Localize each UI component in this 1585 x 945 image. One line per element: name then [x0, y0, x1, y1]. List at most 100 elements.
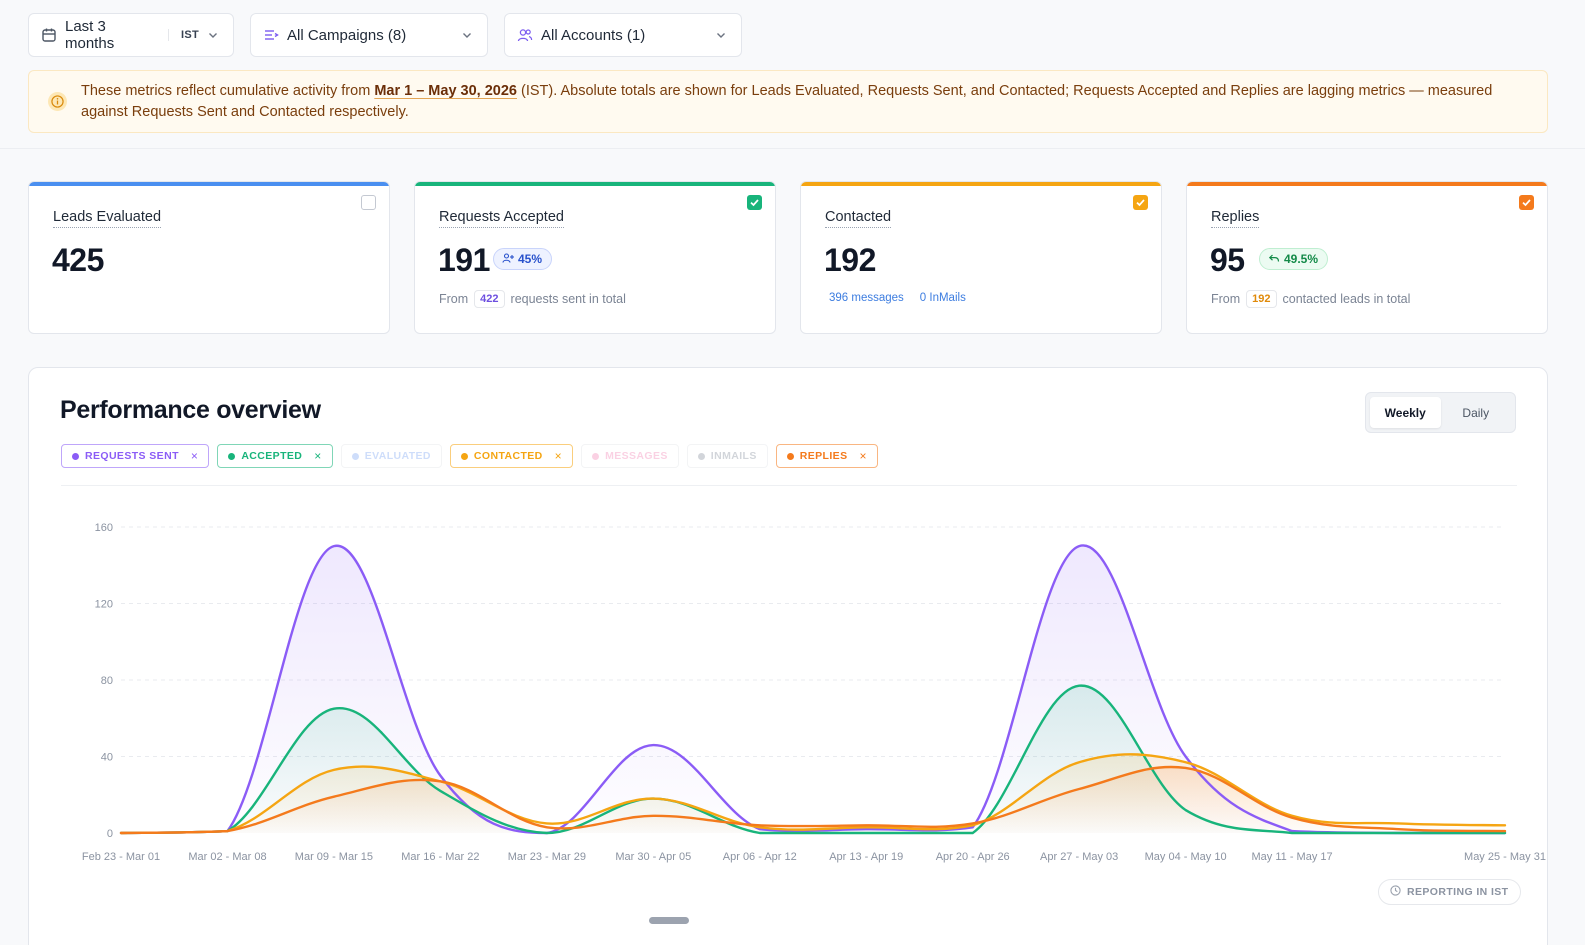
card-value: 191 — [438, 242, 490, 278]
legend-item-accepted[interactable]: ACCEPTED × — [217, 444, 333, 468]
sub-prefix: From — [439, 292, 469, 306]
sub-prefix: From — [1211, 292, 1241, 306]
card-accent-bar — [1187, 182, 1547, 186]
accounts-filter[interactable]: All Accounts (1) — [504, 13, 742, 57]
chevron-down-icon — [715, 29, 727, 41]
x-tick-label: Mar 09 - Mar 15 — [295, 851, 373, 863]
series-line-contacted[interactable] — [119, 753, 1507, 835]
legend-label: MESSAGES — [605, 450, 668, 462]
campaigns-filter[interactable]: All Campaigns (8) — [250, 13, 488, 57]
card-value: 192 — [824, 242, 876, 278]
campaigns-label: All Campaigns (8) — [287, 26, 407, 44]
card-accent-bar — [801, 182, 1161, 186]
performance-panel: Performance overview Weekly Daily REQUES… — [28, 367, 1548, 945]
card-accent-bar — [415, 182, 775, 186]
acceptance-rate-badge: 45% — [493, 248, 553, 270]
reply-rate-badge: 49.5% — [1259, 248, 1329, 270]
performance-chart: 0 40 80 120 160 Feb 23 - Mar 01 Mar 02 - Mar 0… — [82, 522, 1546, 863]
card-value: 425 — [52, 242, 104, 278]
legend-item-replies[interactable]: REPLIES × — [775, 444, 878, 468]
notice-date-range: Mar 1 – May 30, 2026 — [374, 83, 517, 99]
legend-item-messages[interactable]: MESSAGES — [581, 444, 679, 468]
legend-dot — [697, 452, 705, 460]
x-tick-label: Mar 02 - Mar 08 — [188, 851, 266, 863]
close-icon[interactable]: × — [190, 449, 199, 463]
series-legend: REQUESTS SENT × ACCEPTED × EVALUATED CONTACTE… — [61, 444, 878, 468]
legend-label: CONTACTED — [473, 450, 543, 462]
badge-value: 49.5% — [1284, 252, 1319, 266]
granularity-toggle: Weekly Daily — [1365, 392, 1516, 433]
legend-dot — [460, 452, 468, 460]
legend-dot — [786, 452, 794, 460]
y-tick-label: 0 — [107, 828, 113, 840]
calendar-icon — [41, 27, 57, 43]
chevron-down-icon — [207, 29, 219, 41]
requests-sent-chip: 422 — [474, 290, 505, 308]
user-plus-icon — [502, 252, 514, 267]
legend-item-requests-sent[interactable]: REQUESTS SENT × — [61, 444, 210, 468]
card-subtext: From 192 contacted leads in total — [1211, 290, 1410, 308]
x-tick-label: Feb 23 - Mar 01 — [82, 851, 160, 863]
x-tick-label: Mar 16 - Mar 22 — [401, 851, 479, 863]
legend-dot — [228, 452, 236, 460]
accounts-label: All Accounts (1) — [541, 26, 646, 44]
filter-bar: Last 3 months IST All Campaigns (8) All … — [28, 13, 742, 57]
legend-item-contacted[interactable]: CONTACTED × — [449, 444, 574, 468]
legend-label: EVALUATED — [364, 450, 431, 462]
timezone-label: IST — [167, 29, 199, 41]
series-checkbox[interactable] — [1519, 195, 1534, 210]
card-label: Requests Accepted — [439, 209, 564, 228]
card-subtext: From 422 requests sent in total — [439, 290, 626, 308]
resize-handle[interactable] — [649, 917, 689, 924]
reporting-badge: REPORTING IN IST — [1378, 879, 1521, 905]
series-line-requests-sent[interactable] — [119, 544, 1507, 835]
users-icon — [517, 27, 533, 43]
card-contacted: Contacted 192 396 messages 0 InMails — [800, 181, 1162, 334]
sub-suffix: requests sent in total — [510, 292, 626, 306]
legend-dot — [72, 452, 79, 460]
card-label: Replies — [1211, 209, 1260, 228]
date-range-filter[interactable]: Last 3 months IST — [28, 13, 234, 57]
toggle-daily[interactable]: Daily — [1462, 405, 1490, 420]
legend-item-inmails[interactable]: INMAILS — [686, 444, 768, 468]
close-icon[interactable]: × — [314, 449, 322, 463]
metrics-notice: These metrics reflect cumulative activit… — [28, 70, 1548, 133]
series-line-replies[interactable] — [119, 765, 1507, 835]
legend-label: INMAILS — [710, 450, 757, 462]
x-tick-label: Mar 23 - Mar 29 — [508, 851, 586, 863]
close-icon[interactable]: × — [554, 449, 563, 463]
series-checkbox[interactable] — [361, 195, 376, 210]
legend-label: REPLIES — [799, 450, 848, 462]
badge-value: 45% — [518, 252, 543, 266]
series-checkbox[interactable] — [747, 195, 762, 210]
x-tick-label: May 04 - May 10 — [1145, 851, 1227, 863]
messages-count: 396 messages — [829, 292, 904, 304]
legend-label: ACCEPTED — [241, 450, 303, 462]
notice-suffix: (IST). Absolute totals are shown for Lea… — [81, 83, 1493, 120]
campaign-list-icon — [263, 27, 279, 43]
x-tick-label: Mar 30 - Apr 05 — [615, 851, 691, 863]
info-icon — [48, 92, 67, 111]
contacted-chip: 192 — [1246, 290, 1277, 308]
legend-label: REQUESTS SENT — [85, 450, 179, 462]
y-tick-label: 40 — [101, 752, 113, 764]
x-tick-label: May 11 - May 17 — [1252, 851, 1333, 863]
toggle-weekly[interactable]: Weekly — [1370, 397, 1441, 428]
legend-item-evaluated[interactable]: EVALUATED — [340, 444, 442, 468]
area-replies — [121, 766, 1505, 833]
x-tick-label: Apr 27 - May 03 — [1040, 851, 1118, 863]
x-tick-label: Apr 13 - Apr 19 — [829, 851, 903, 863]
close-icon[interactable]: × — [859, 449, 867, 463]
section-divider — [0, 148, 1585, 149]
x-tick-label: Apr 20 - Apr 26 — [936, 851, 1010, 863]
legend-divider — [61, 485, 1517, 486]
x-tick-label: May 25 - May 31 — [1464, 851, 1546, 863]
contact-breakdown: 396 messages 0 InMails — [829, 292, 966, 304]
card-label: Leads Evaluated — [53, 209, 162, 228]
series-checkbox[interactable] — [1133, 195, 1148, 210]
card-value: 95 — [1210, 242, 1245, 278]
y-tick-label: 80 — [101, 675, 113, 687]
y-tick-label: 120 — [95, 599, 113, 611]
series-line-accepted[interactable] — [119, 684, 1507, 835]
date-range-label: Last 3 months — [65, 18, 115, 52]
